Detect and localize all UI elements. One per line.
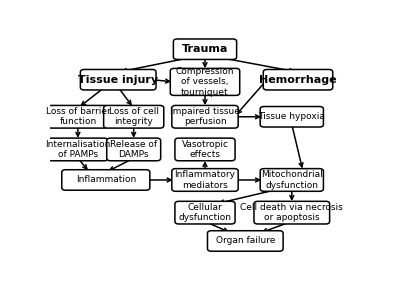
FancyBboxPatch shape — [260, 106, 324, 127]
Text: Vasotropic
effects: Vasotropic effects — [182, 140, 228, 159]
FancyBboxPatch shape — [263, 70, 333, 90]
Text: Impaired tissue
perfusion: Impaired tissue perfusion — [170, 107, 240, 127]
FancyBboxPatch shape — [107, 138, 161, 161]
FancyBboxPatch shape — [172, 106, 238, 128]
FancyBboxPatch shape — [173, 39, 237, 59]
Text: Compression
of vessels,
tourniquet: Compression of vessels, tourniquet — [176, 67, 234, 97]
Text: Organ failure: Organ failure — [216, 237, 275, 245]
FancyBboxPatch shape — [170, 68, 240, 95]
FancyBboxPatch shape — [260, 169, 324, 191]
FancyBboxPatch shape — [208, 231, 283, 251]
Text: Cell death via necrosis
or apoptosis: Cell death via necrosis or apoptosis — [240, 203, 343, 222]
FancyBboxPatch shape — [62, 170, 150, 190]
Text: Internalisation
of PAMPs: Internalisation of PAMPs — [45, 140, 110, 159]
FancyBboxPatch shape — [175, 138, 235, 161]
Text: Tissue hypoxia: Tissue hypoxia — [258, 112, 325, 121]
FancyBboxPatch shape — [254, 201, 330, 224]
Text: Cellular
dysfunction: Cellular dysfunction — [178, 203, 232, 222]
Text: Mitochondrial
dysfunction: Mitochondrial dysfunction — [261, 170, 323, 190]
FancyBboxPatch shape — [80, 70, 156, 90]
FancyBboxPatch shape — [172, 169, 238, 191]
FancyBboxPatch shape — [175, 201, 235, 224]
FancyBboxPatch shape — [48, 106, 108, 128]
Text: Hemorrhage: Hemorrhage — [259, 75, 337, 85]
Text: Inflammatory
mediators: Inflammatory mediators — [174, 170, 236, 190]
FancyBboxPatch shape — [104, 106, 164, 128]
Text: Trauma: Trauma — [182, 44, 228, 54]
Text: Loss of cell
integrity: Loss of cell integrity — [109, 107, 159, 127]
FancyBboxPatch shape — [48, 138, 108, 161]
Text: Tissue injury: Tissue injury — [78, 75, 158, 85]
Text: Loss of barrier
function: Loss of barrier function — [46, 107, 110, 127]
Text: Release of
DAMPs: Release of DAMPs — [110, 140, 157, 159]
Text: Inflammation: Inflammation — [76, 175, 136, 185]
